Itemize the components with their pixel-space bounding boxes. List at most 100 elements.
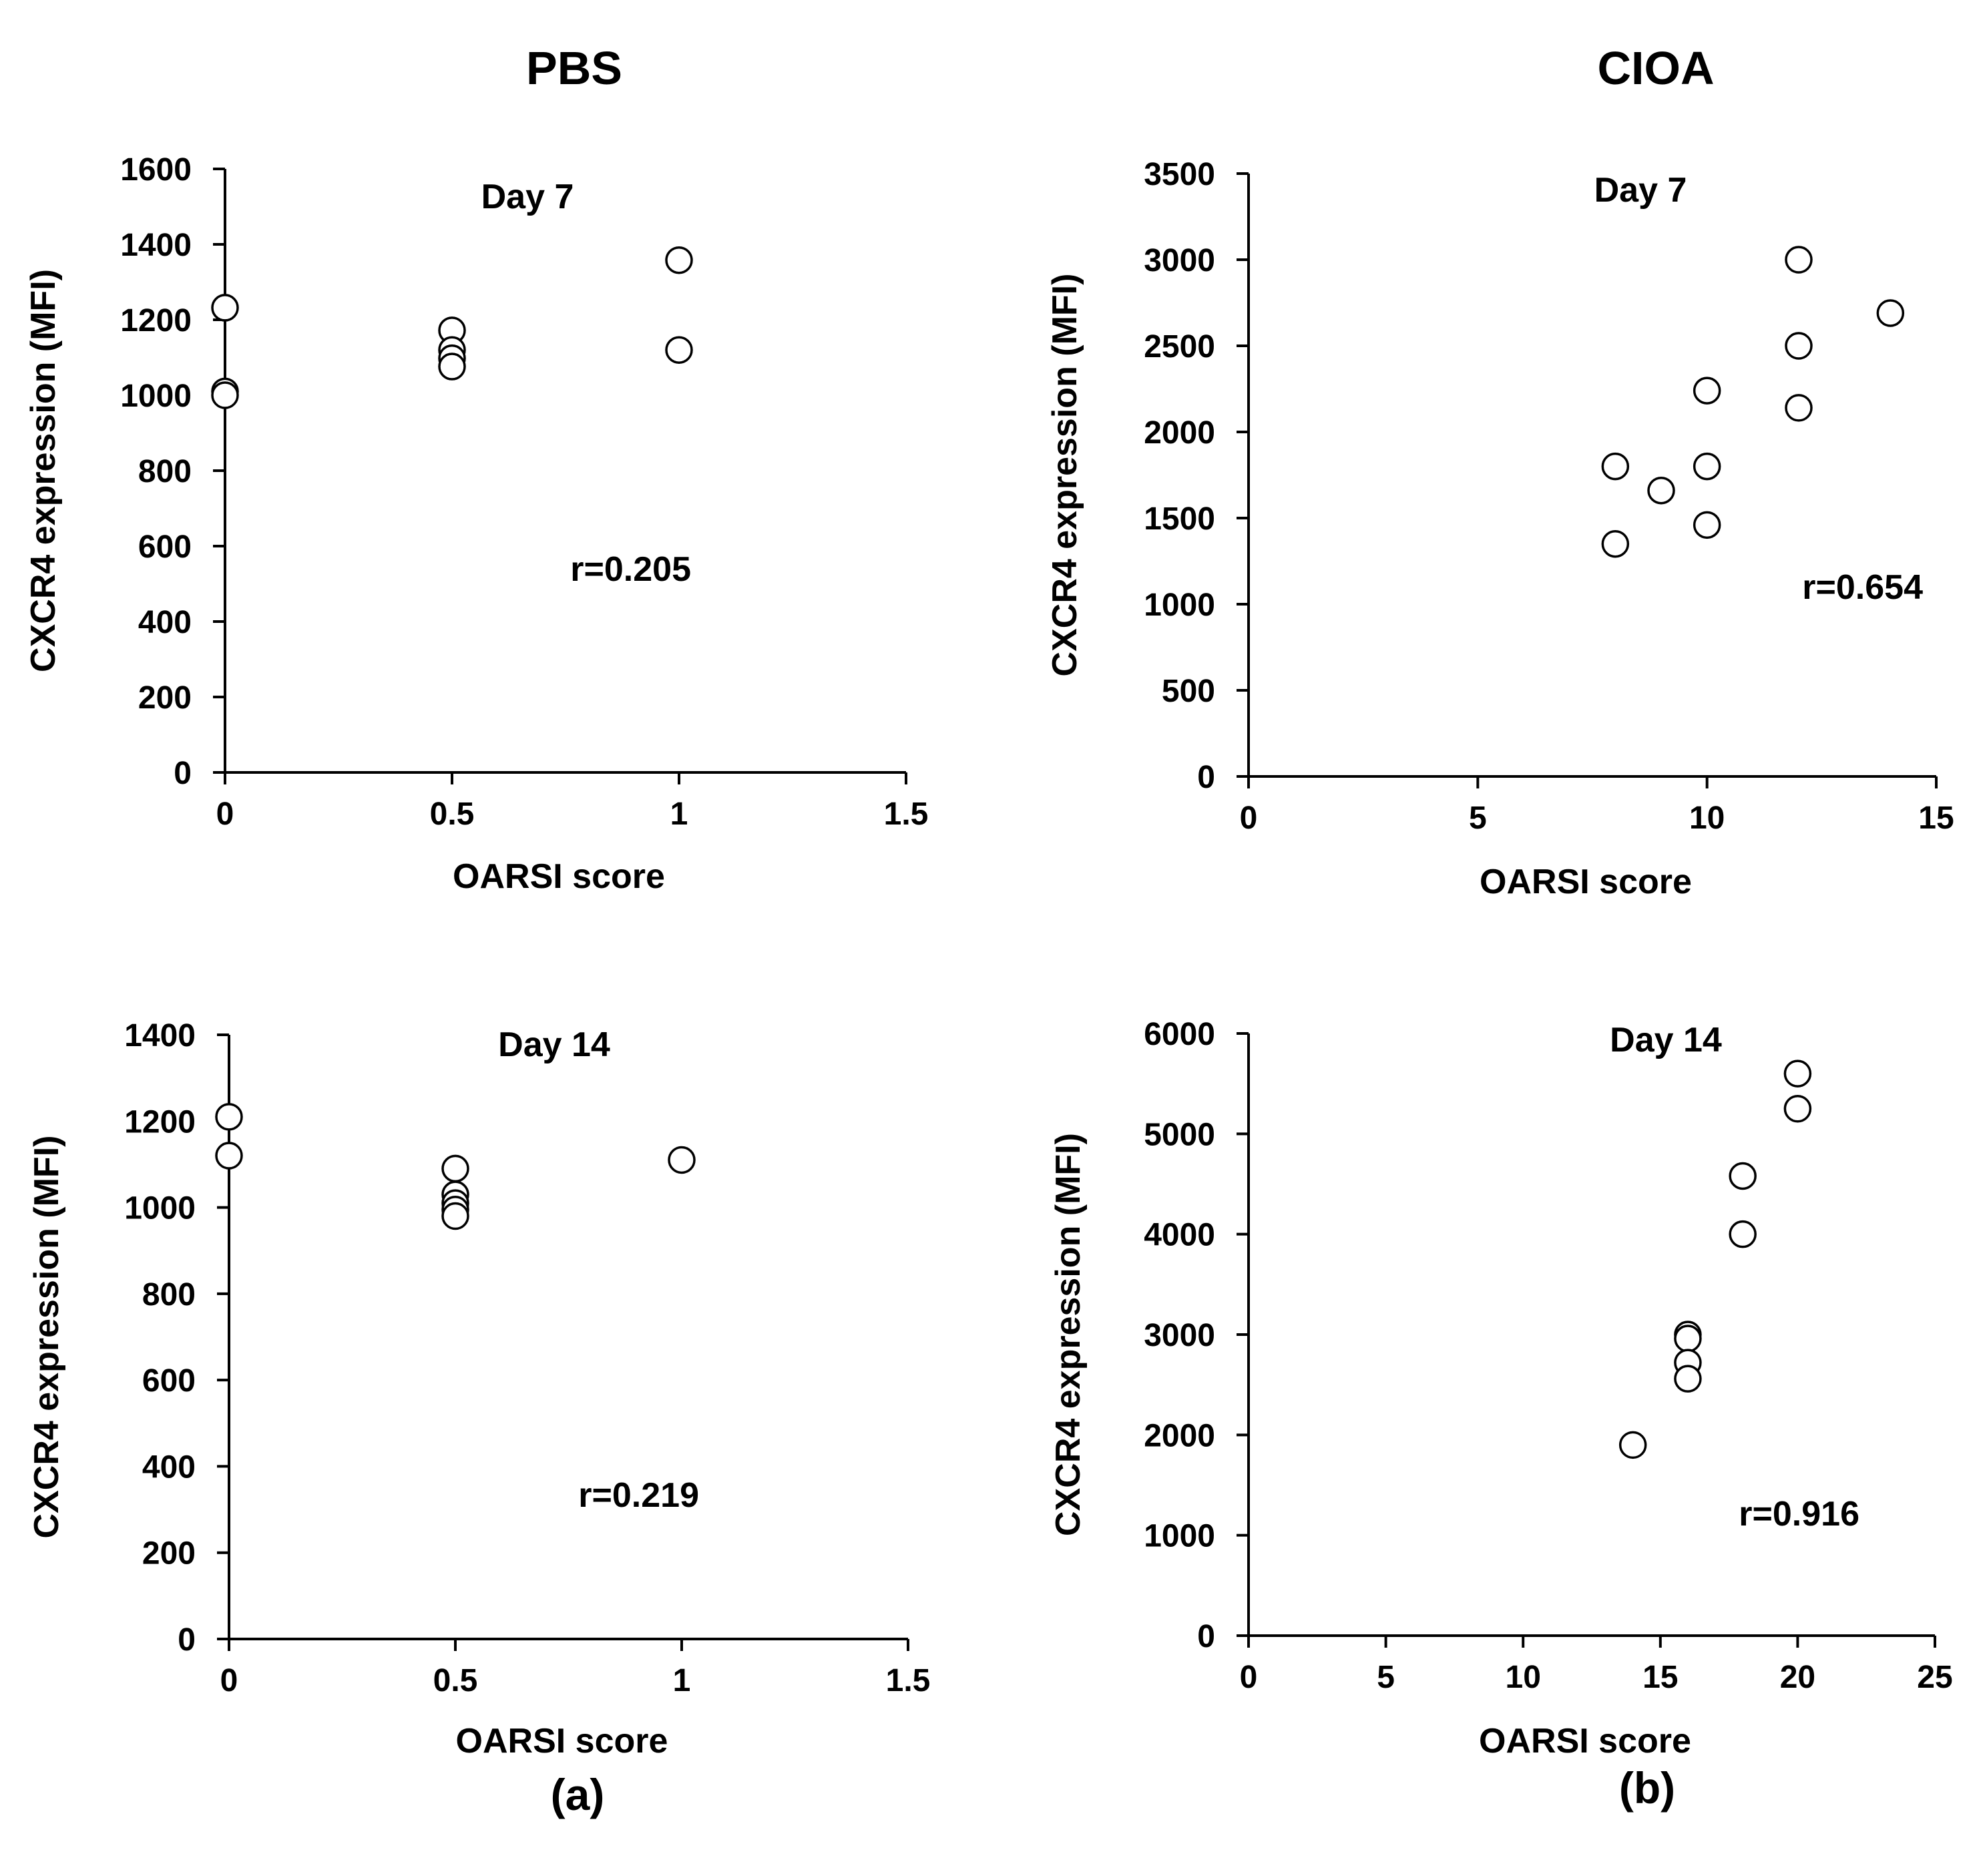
x-tick-label: 0.5	[430, 796, 475, 832]
data-point	[1783, 1060, 1812, 1088]
chart-title: Day 14	[498, 1025, 610, 1064]
data-point	[1693, 511, 1721, 539]
y-tick-label: 2500	[1144, 329, 1215, 365]
y-tick-label: 0	[178, 1622, 196, 1658]
y-tick-label: 4000	[1144, 1218, 1215, 1253]
title-pbs: PBS	[526, 42, 622, 94]
panel-label-b: (b)	[1618, 1763, 1676, 1813]
y-tick-label: 1400	[124, 1018, 196, 1053]
data-point	[1674, 1365, 1702, 1393]
correlation-annotation: r=0.219	[578, 1476, 699, 1515]
x-axis-label: OARSI score	[456, 1722, 668, 1761]
y-tick-label: 3500	[1144, 157, 1215, 192]
data-point	[1618, 1431, 1647, 1459]
y-tick-label: 0	[1197, 1619, 1215, 1654]
data-point	[1783, 1095, 1812, 1123]
y-tick-label: 0	[1197, 760, 1215, 795]
chart-title: Day 14	[1610, 1021, 1722, 1060]
correlation-annotation: r=0.205	[570, 550, 691, 589]
x-tick-label: 1	[670, 796, 688, 832]
data-point	[1729, 1220, 1757, 1248]
x-axis-label: OARSI score	[1480, 863, 1692, 901]
y-axis-label: CXCR4 expression (MFI)	[24, 269, 63, 672]
data-point	[1785, 394, 1813, 422]
x-tick-label: 0	[220, 1663, 238, 1698]
y-tick-label: 1000	[124, 1191, 196, 1226]
x-tick-label: 15	[1642, 1660, 1678, 1695]
y-tick-label: 600	[138, 529, 192, 565]
y-tick-label: 1400	[120, 228, 192, 263]
data-point	[215, 1142, 243, 1170]
x-tick-label: 0	[1240, 800, 1258, 836]
y-tick-label: 600	[142, 1363, 196, 1399]
data-point	[211, 294, 239, 322]
y-tick-label: 3000	[1144, 1318, 1215, 1353]
x-tick-label: 25	[1917, 1660, 1952, 1695]
data-point	[1674, 1325, 1702, 1353]
y-tick-label: 2000	[1144, 1418, 1215, 1453]
y-tick-label: 3000	[1144, 243, 1215, 278]
x-tick-label: 1	[673, 1663, 691, 1698]
data-point	[1601, 529, 1630, 558]
y-tick-label: 5000	[1144, 1117, 1215, 1152]
x-axis-label: OARSI score	[1479, 1722, 1691, 1761]
y-tick-label: 2000	[1144, 415, 1215, 451]
data-point	[1693, 452, 1721, 481]
x-tick-label: 5	[1377, 1660, 1395, 1695]
y-tick-label: 200	[138, 680, 192, 716]
y-tick-label: 1200	[120, 303, 192, 338]
x-tick-label: 10	[1506, 1660, 1541, 1695]
data-point	[665, 336, 693, 364]
chart-title: Day 7	[481, 178, 574, 216]
y-axis-label: CXCR4 expression (MFI)	[27, 1136, 66, 1539]
x-tick-label: 15	[1918, 800, 1954, 836]
data-point	[1601, 452, 1630, 481]
y-axis-label: CXCR4 expression (MFI)	[1046, 274, 1084, 677]
y-tick-label: 0	[174, 756, 192, 791]
correlation-annotation: r=0.654	[1802, 568, 1923, 607]
data-point	[1785, 332, 1813, 360]
data-point	[1647, 476, 1675, 505]
y-axis-label: CXCR4 expression (MFI)	[1049, 1133, 1088, 1536]
y-tick-label: 500	[1162, 674, 1215, 709]
data-point	[438, 353, 466, 381]
data-point	[1785, 246, 1813, 274]
y-tick-label: 400	[138, 605, 192, 640]
data-point	[1876, 299, 1905, 327]
y-tick-label: 6000	[1144, 1017, 1215, 1052]
x-tick-label: 0	[1240, 1660, 1258, 1695]
chart-title: Day 7	[1594, 171, 1687, 210]
data-point	[215, 1103, 243, 1131]
data-point	[668, 1146, 696, 1174]
y-tick-label: 400	[142, 1449, 196, 1485]
y-tick-label: 1000	[120, 379, 192, 414]
data-point	[1729, 1162, 1757, 1190]
x-tick-label: 20	[1780, 1660, 1815, 1695]
y-tick-label: 1000	[1144, 588, 1215, 623]
title-cioa: CIOA	[1597, 42, 1715, 94]
y-tick-label: 1500	[1144, 501, 1215, 537]
y-tick-label: 800	[142, 1277, 196, 1313]
data-point	[211, 381, 239, 409]
x-tick-label: 0	[216, 796, 234, 832]
x-tick-label: 10	[1689, 800, 1725, 836]
x-tick-label: 1.5	[884, 796, 929, 832]
data-point	[665, 246, 693, 274]
y-tick-label: 800	[138, 454, 192, 489]
x-axis-label: OARSI score	[453, 857, 665, 896]
x-tick-label: 0.5	[433, 1663, 478, 1698]
y-tick-label: 200	[142, 1536, 196, 1572]
y-tick-label: 1200	[124, 1104, 196, 1140]
data-point	[1693, 377, 1721, 405]
y-tick-label: 1000	[1144, 1519, 1215, 1554]
x-tick-label: 5	[1469, 800, 1487, 836]
data-point	[441, 1202, 469, 1230]
x-tick-label: 1.5	[886, 1663, 931, 1698]
y-tick-label: 1600	[120, 152, 192, 188]
correlation-annotation: r=0.916	[1739, 1495, 1859, 1534]
panel-label-a: (a)	[550, 1770, 605, 1819]
